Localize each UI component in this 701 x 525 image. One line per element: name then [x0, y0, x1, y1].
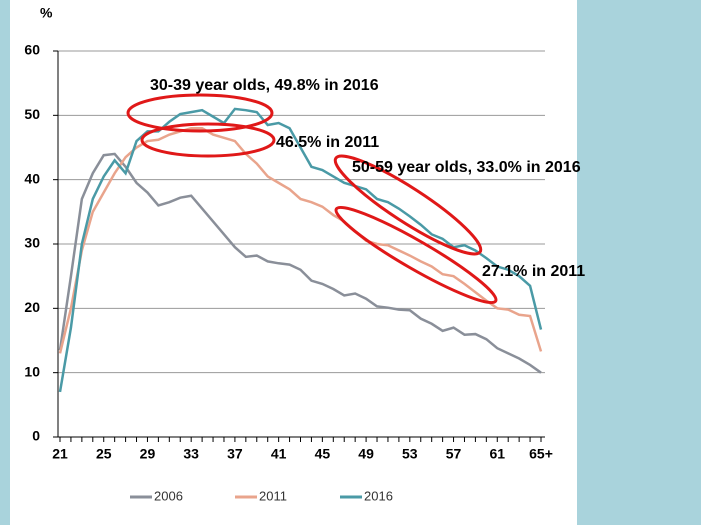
x-tick-label: 37 — [227, 446, 243, 462]
x-tick-label: 65+ — [529, 446, 553, 462]
x-tick-label: 33 — [183, 446, 199, 462]
x-tick-label: 41 — [271, 446, 287, 462]
y-tick-label: 20 — [24, 299, 40, 315]
highlight-ellipse — [333, 154, 483, 256]
x-tick-label: 25 — [96, 446, 112, 462]
series-line — [58, 126, 543, 354]
x-tick-label: 29 — [140, 446, 156, 462]
legend-label: 2011 — [259, 488, 287, 503]
y-tick-label: 50 — [24, 106, 40, 122]
annotation: 50-59 year olds, 33.0% in 2016 — [352, 159, 581, 176]
y-axis-label: % — [40, 5, 53, 21]
x-tick-label: 49 — [358, 446, 374, 462]
x-tick-label: 45 — [315, 446, 331, 462]
x-tick-label: 61 — [489, 446, 505, 462]
annotation: 27.1% in 2011 — [482, 263, 585, 280]
y-tick-label: 0 — [32, 428, 40, 444]
y-tick-label: 60 — [24, 42, 40, 58]
annotation: 46.5% in 2011 — [276, 134, 379, 151]
series-line — [58, 152, 542, 374]
y-tick-label: 10 — [24, 363, 40, 379]
y-tick-label: 30 — [24, 235, 40, 251]
highlight-ellipse — [140, 122, 276, 158]
series-line — [58, 107, 543, 393]
x-tick-label: 21 — [52, 446, 68, 462]
highlight-ellipse — [126, 93, 274, 133]
legend-label: 2016 — [364, 488, 393, 503]
x-tick-label: 53 — [402, 446, 418, 462]
y-tick-label: 40 — [24, 170, 40, 186]
annotation: 30-39 year olds, 49.8% in 2016 — [150, 77, 379, 94]
highlight-ellipse — [334, 205, 498, 305]
legend-label: 2006 — [154, 488, 183, 503]
x-tick-label: 57 — [446, 446, 462, 462]
